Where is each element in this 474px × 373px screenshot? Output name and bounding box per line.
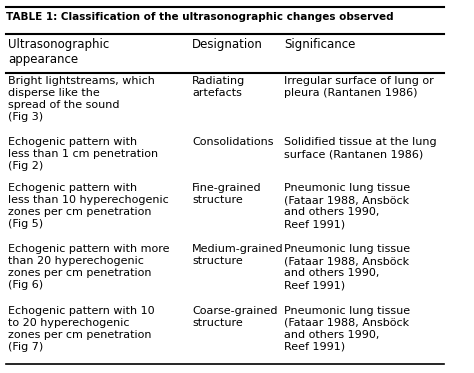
- Text: Solidified tissue at the lung
surface (Rantanen 1986): Solidified tissue at the lung surface (R…: [284, 137, 437, 159]
- Text: TABLE 1: Classification of the ultrasonographic changes observed: TABLE 1: Classification of the ultrasono…: [6, 13, 393, 22]
- Text: Medium-grained
structure: Medium-grained structure: [192, 244, 284, 266]
- Text: Ultrasonographic
appearance: Ultrasonographic appearance: [8, 38, 109, 66]
- Text: Radiating
artefacts: Radiating artefacts: [192, 76, 246, 98]
- Text: Pneumonic lung tissue
(Fataar 1988, Ansböck
and others 1990,
Reef 1991): Pneumonic lung tissue (Fataar 1988, Ansb…: [284, 244, 410, 291]
- Text: Echogenic pattern with 10
to 20 hyperechogenic
zones per cm penetration
(Fig 7): Echogenic pattern with 10 to 20 hyperech…: [8, 306, 155, 352]
- Text: Echogenic pattern with
less than 10 hyperechogenic
zones per cm penetration
(Fig: Echogenic pattern with less than 10 hype…: [8, 183, 169, 229]
- Text: Pneumonic lung tissue
(Fataar 1988, Ansböck
and others 1990,
Reef 1991): Pneumonic lung tissue (Fataar 1988, Ansb…: [284, 183, 410, 229]
- Text: Coarse-grained
structure: Coarse-grained structure: [192, 306, 278, 328]
- Text: Consolidations: Consolidations: [192, 137, 273, 147]
- Text: Echogenic pattern with more
than 20 hyperechogenic
zones per cm penetration
(Fig: Echogenic pattern with more than 20 hype…: [8, 244, 170, 291]
- Text: Designation: Designation: [192, 38, 263, 51]
- Text: Irregular surface of lung or
pleura (Rantanen 1986): Irregular surface of lung or pleura (Ran…: [284, 76, 434, 98]
- Text: Echogenic pattern with
less than 1 cm penetration
(Fig 2): Echogenic pattern with less than 1 cm pe…: [8, 137, 158, 171]
- Text: Pneumonic lung tissue
(Fataar 1988, Ansböck
and others 1990,
Reef 1991): Pneumonic lung tissue (Fataar 1988, Ansb…: [284, 306, 410, 352]
- Text: Bright lightstreams, which
disperse like the
spread of the sound
(Fig 3): Bright lightstreams, which disperse like…: [8, 76, 155, 122]
- Text: Significance: Significance: [284, 38, 356, 51]
- Text: Fine-grained
structure: Fine-grained structure: [192, 183, 262, 205]
